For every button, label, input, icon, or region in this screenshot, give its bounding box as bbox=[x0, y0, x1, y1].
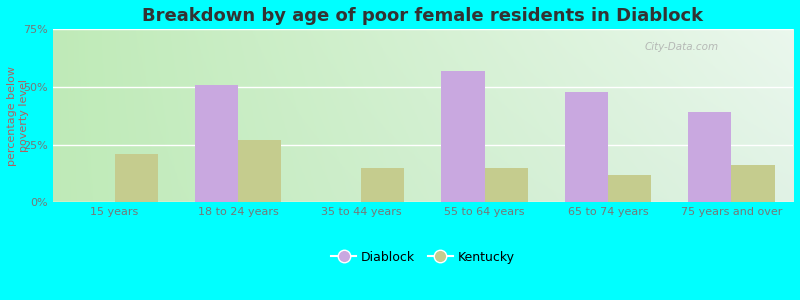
Y-axis label: percentage below
poverty level: percentage below poverty level bbox=[7, 66, 29, 166]
Bar bbox=[565, 92, 608, 202]
Bar bbox=[238, 140, 281, 202]
Bar bbox=[442, 71, 485, 202]
Bar bbox=[114, 154, 158, 202]
Bar bbox=[688, 112, 731, 202]
Bar bbox=[608, 175, 651, 202]
Bar bbox=[194, 85, 238, 202]
Legend: Diablock, Kentucky: Diablock, Kentucky bbox=[326, 246, 520, 269]
Title: Breakdown by age of poor female residents in Diablock: Breakdown by age of poor female resident… bbox=[142, 7, 703, 25]
Bar bbox=[731, 165, 774, 202]
Bar bbox=[485, 168, 528, 202]
Bar bbox=[362, 168, 405, 202]
Text: City-Data.com: City-Data.com bbox=[645, 42, 719, 52]
